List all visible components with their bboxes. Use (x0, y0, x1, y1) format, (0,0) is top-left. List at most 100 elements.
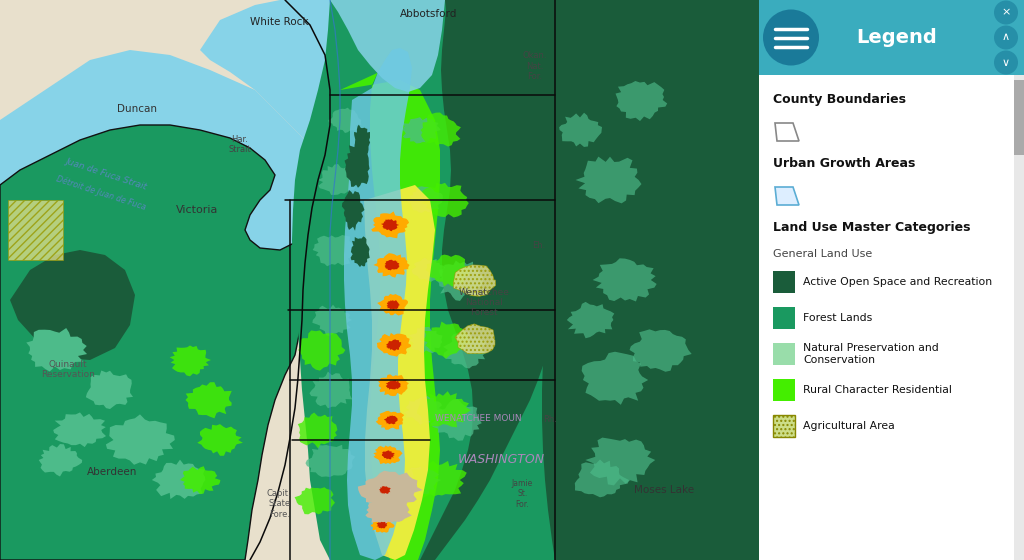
Polygon shape (630, 329, 691, 372)
Polygon shape (309, 371, 352, 408)
Bar (773, 271, 795, 293)
Polygon shape (198, 424, 243, 456)
Polygon shape (312, 305, 352, 336)
Bar (0, 0, 759, 560)
Polygon shape (454, 265, 496, 296)
Polygon shape (421, 183, 469, 217)
Text: Quinault
Reservation: Quinault Reservation (41, 360, 95, 379)
Polygon shape (372, 481, 398, 500)
Polygon shape (378, 374, 409, 396)
Polygon shape (574, 460, 629, 497)
Text: White Rock: White Rock (250, 17, 308, 27)
Text: ∧: ∧ (1001, 32, 1010, 43)
Polygon shape (384, 260, 399, 270)
Polygon shape (295, 487, 335, 514)
Polygon shape (673, 111, 728, 150)
Bar (1014, 80, 1024, 155)
Polygon shape (350, 236, 370, 267)
Text: Land Use Master Categories: Land Use Master Categories (773, 221, 971, 234)
Text: Legend: Legend (856, 28, 937, 47)
Text: Jamie
St.
For.: Jamie St. For. (512, 479, 532, 509)
Text: Duncan: Duncan (117, 104, 157, 114)
Polygon shape (381, 219, 399, 231)
Polygon shape (690, 326, 759, 378)
Text: Rh.: Rh. (544, 416, 557, 424)
Polygon shape (412, 258, 445, 282)
Polygon shape (575, 157, 641, 203)
Circle shape (763, 10, 819, 66)
Text: Victoria: Victoria (176, 205, 218, 215)
Polygon shape (409, 460, 467, 498)
Polygon shape (180, 466, 220, 494)
Text: Rural Character Residential: Rural Character Residential (803, 385, 952, 395)
Polygon shape (384, 416, 398, 424)
Circle shape (994, 26, 1018, 49)
Polygon shape (686, 462, 745, 501)
Text: Détroit de Juan de Fuca: Détroit de Juan de Fuca (55, 174, 147, 212)
Bar (773, 343, 795, 365)
Polygon shape (377, 522, 387, 529)
Polygon shape (374, 446, 402, 464)
Polygon shape (152, 460, 206, 499)
Polygon shape (407, 186, 442, 213)
Text: Abbotsford: Abbotsford (400, 9, 458, 19)
Text: Urban Growth Areas: Urban Growth Areas (773, 157, 915, 170)
Polygon shape (683, 175, 750, 225)
Bar (449, 0, 560, 95)
Polygon shape (417, 391, 471, 427)
Polygon shape (593, 258, 656, 301)
Polygon shape (0, 50, 340, 250)
Polygon shape (395, 466, 441, 496)
Polygon shape (386, 339, 401, 351)
Polygon shape (374, 253, 410, 278)
Bar (773, 415, 795, 437)
Text: ×: × (1001, 7, 1011, 17)
Polygon shape (443, 332, 486, 368)
Polygon shape (366, 494, 412, 526)
Text: Capit.
State
Fore.: Capit. State Fore. (267, 489, 292, 519)
Bar (561, 0, 759, 560)
Bar (452, 95, 560, 200)
Text: County Boundaries: County Boundaries (773, 93, 906, 106)
Polygon shape (615, 81, 668, 121)
Polygon shape (329, 108, 361, 133)
Polygon shape (200, 0, 445, 172)
Polygon shape (436, 260, 483, 301)
Polygon shape (422, 321, 471, 359)
Polygon shape (298, 413, 337, 449)
Polygon shape (318, 164, 359, 195)
Polygon shape (357, 471, 423, 510)
Polygon shape (330, 0, 445, 92)
Text: Agricultural Area: Agricultural Area (803, 421, 895, 431)
Polygon shape (382, 450, 394, 459)
Text: Wenatchee
National
Forest: Wenatchee National Forest (459, 287, 510, 318)
Polygon shape (0, 125, 319, 560)
Polygon shape (170, 346, 211, 376)
Polygon shape (582, 352, 648, 405)
Polygon shape (298, 330, 345, 371)
Text: ∨: ∨ (1001, 58, 1010, 68)
Polygon shape (10, 250, 135, 360)
Polygon shape (312, 235, 357, 266)
Polygon shape (775, 187, 799, 205)
Polygon shape (340, 68, 440, 560)
Polygon shape (377, 294, 408, 315)
Polygon shape (409, 326, 442, 353)
Text: Active Open Space and Recreation: Active Open Space and Recreation (803, 277, 992, 287)
Bar (680, 0, 759, 560)
Polygon shape (679, 395, 745, 443)
Circle shape (994, 50, 1018, 74)
Circle shape (994, 1, 1018, 25)
Bar (773, 379, 795, 401)
Bar (759, 0, 1024, 560)
Bar (1014, 75, 1024, 560)
Polygon shape (342, 190, 365, 231)
Polygon shape (185, 382, 231, 418)
Polygon shape (305, 445, 355, 477)
Polygon shape (387, 300, 400, 310)
Polygon shape (371, 212, 409, 238)
Polygon shape (39, 444, 82, 477)
Polygon shape (426, 255, 471, 287)
Polygon shape (86, 371, 133, 409)
Polygon shape (586, 437, 655, 486)
